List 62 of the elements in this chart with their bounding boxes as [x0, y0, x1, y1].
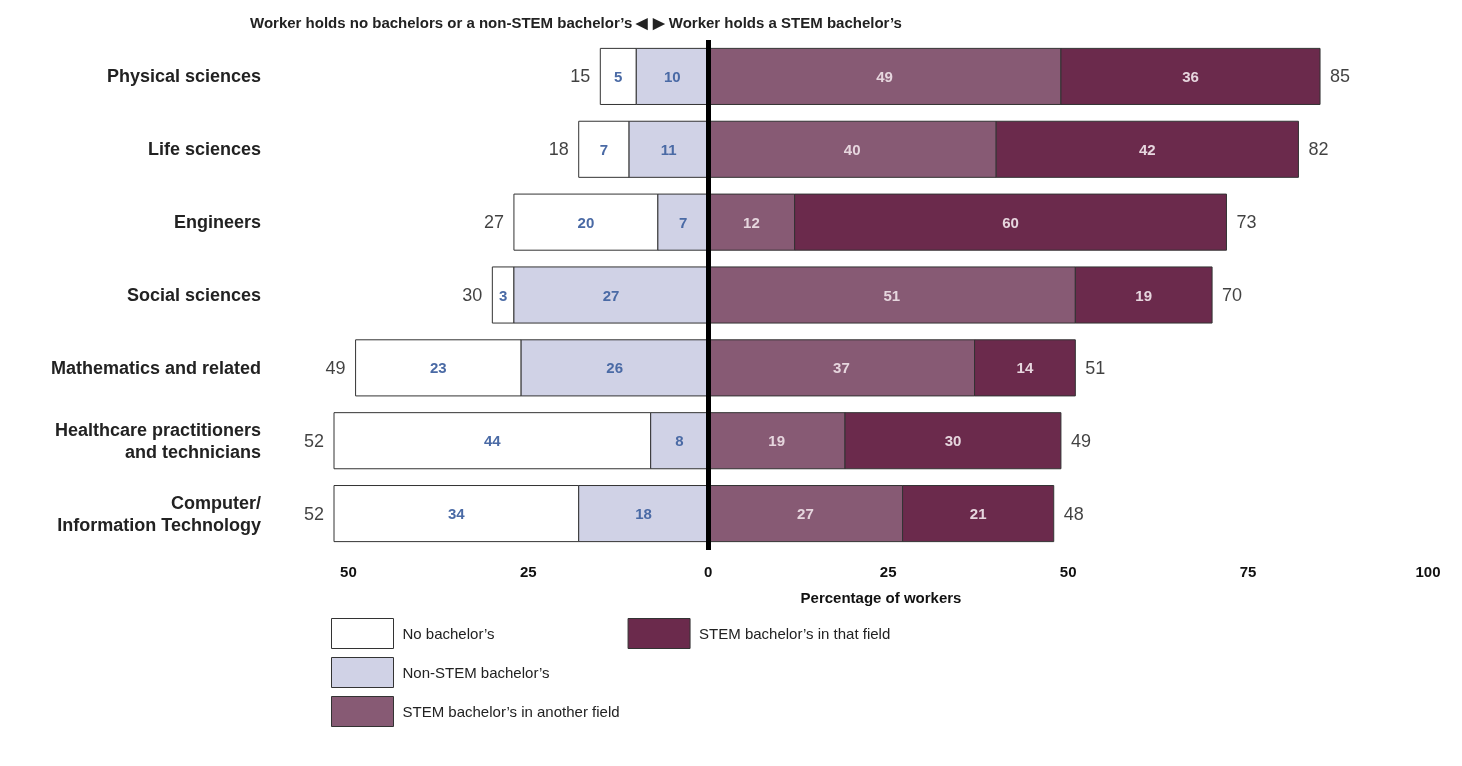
- data-label: 19: [1135, 286, 1153, 304]
- data-label: 26: [606, 359, 624, 377]
- annotation: 30: [462, 285, 483, 305]
- annotation: 70: [1222, 285, 1243, 305]
- data-label: 3: [498, 286, 508, 304]
- annotation: 73: [1236, 212, 1257, 233]
- x-tick-label: 50: [1059, 563, 1077, 580]
- annotation: 15: [570, 66, 591, 87]
- legend-label: Non-STEM bachelor’s: [402, 664, 550, 681]
- legend-label: No bachelor’s: [402, 625, 495, 642]
- x-tick-label: 50: [340, 563, 357, 580]
- data-label: 36: [1182, 67, 1199, 85]
- y-tick-label: Computer/ Information Technology: [57, 492, 261, 535]
- y-tick-label: Mathematics and related: [50, 357, 261, 378]
- annotation: 85: [1330, 66, 1351, 87]
- data-label: 37: [833, 359, 850, 377]
- annotation: 52: [303, 503, 324, 524]
- legend-label: STEM bachelor’s in that field: [699, 625, 891, 642]
- x-axis-title: Percentage of workers: [800, 589, 962, 606]
- data-label: 8: [675, 432, 684, 450]
- data-label: 34: [448, 505, 466, 523]
- annotation: 82: [1308, 139, 1329, 160]
- y-tick-label: Healthcare practitioners and technicians: [54, 419, 261, 462]
- x-tick-label: 75: [1239, 563, 1257, 580]
- x-tick-label: 25: [519, 563, 537, 580]
- data-label: 40: [843, 140, 861, 158]
- annotation: 49: [1070, 430, 1091, 451]
- data-label: 23: [430, 359, 447, 377]
- data-label: 44: [484, 432, 502, 450]
- chart-title: Worker holds no bachelors or a non-STEM bachelor’s ◀ ▶ Worker holds a STEM bachelor’s: [250, 14, 902, 31]
- y-tick-label: Engineers: [173, 212, 261, 233]
- data-label: 7: [678, 213, 688, 231]
- annotation: 18: [548, 139, 569, 160]
- annotation: 27: [483, 212, 504, 233]
- y-tick-label: Social sciences: [126, 285, 261, 305]
- data-label: 49: [876, 67, 893, 85]
- data-label: 5: [614, 67, 623, 85]
- data-label: 12: [743, 213, 760, 231]
- data-label: 27: [797, 505, 814, 523]
- data-label: 7: [599, 140, 609, 158]
- x-tick-label: 0: [704, 563, 713, 580]
- data-label: 19: [768, 432, 785, 450]
- data-label: 21: [969, 505, 987, 523]
- data-label: 42: [1138, 140, 1156, 158]
- data-label: 10: [663, 67, 681, 85]
- data-label: 51: [883, 286, 901, 304]
- annotation: 52: [303, 430, 324, 451]
- data-label: 60: [1002, 213, 1019, 231]
- data-label: 18: [635, 505, 652, 523]
- x-tick-label: 25: [879, 563, 897, 580]
- annotation: 48: [1063, 503, 1084, 524]
- data-label: 11: [660, 140, 677, 158]
- data-label: 30: [944, 432, 962, 450]
- data-label: 27: [602, 286, 620, 304]
- legend-label: STEM bachelor’s in another field: [402, 703, 620, 720]
- annotation: 51: [1085, 357, 1106, 378]
- data-label: 20: [577, 213, 595, 231]
- y-tick-label: Life sciences: [147, 139, 261, 160]
- x-tick-label: 100: [1415, 563, 1441, 580]
- y-tick-label: Physical sciences: [106, 66, 261, 87]
- data-label: 14: [1016, 359, 1034, 377]
- annotation: 49: [325, 357, 346, 378]
